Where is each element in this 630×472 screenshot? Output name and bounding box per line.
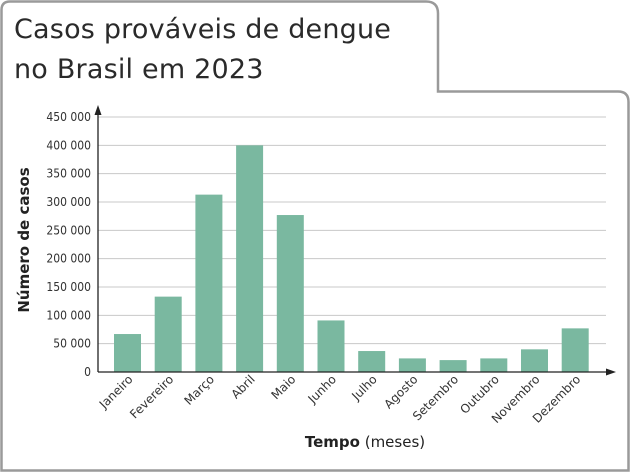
bar-julho [358, 351, 386, 372]
bar-abril [236, 145, 264, 372]
bar-janeiro [114, 334, 141, 372]
chart-title-line-2: no Brasil em 2023 [14, 54, 264, 85]
y-tick-labels: 0 50 000 100 000 150 000 200 000 250 000 300 0… [46, 110, 91, 379]
bar-março [195, 194, 223, 372]
chart-title-line-1: Casos prováveis de dengue [14, 14, 392, 45]
x-axis-label-bold: Tempo [304, 433, 360, 451]
y-tick-label: 150 000 [46, 280, 91, 294]
y-tick-label: 250 000 [46, 223, 91, 237]
y-axis-label: Número de casos [15, 167, 33, 312]
bar-fevereiro [154, 296, 182, 372]
bar-maio [276, 215, 304, 372]
y-tick-label: 0 [84, 365, 91, 379]
y-tick-label: 300 000 [46, 195, 91, 209]
bars [114, 145, 589, 372]
y-tick-label: 400 000 [46, 138, 91, 152]
gridlines [98, 116, 606, 345]
bar-dezembro [561, 328, 589, 372]
bar-outubro [480, 358, 508, 372]
y-tick-label: 100 000 [46, 308, 91, 322]
x-axis-label: Tempo (meses) [0, 433, 630, 451]
bar-novembro [521, 349, 548, 372]
y-tick-label: 200 000 [46, 252, 91, 266]
y-tick-label: 450 000 [46, 110, 91, 124]
bar-junho [317, 320, 345, 372]
bar-setembro [439, 360, 467, 372]
bar-agosto [398, 358, 426, 372]
y-tick-label: 350 000 [46, 167, 91, 181]
x-axis-label-unit: (meses) [359, 433, 426, 451]
x-axis-arrow-icon [606, 368, 616, 376]
y-tick-label: 50 000 [53, 337, 91, 351]
y-axis-arrow-icon [94, 105, 102, 115]
